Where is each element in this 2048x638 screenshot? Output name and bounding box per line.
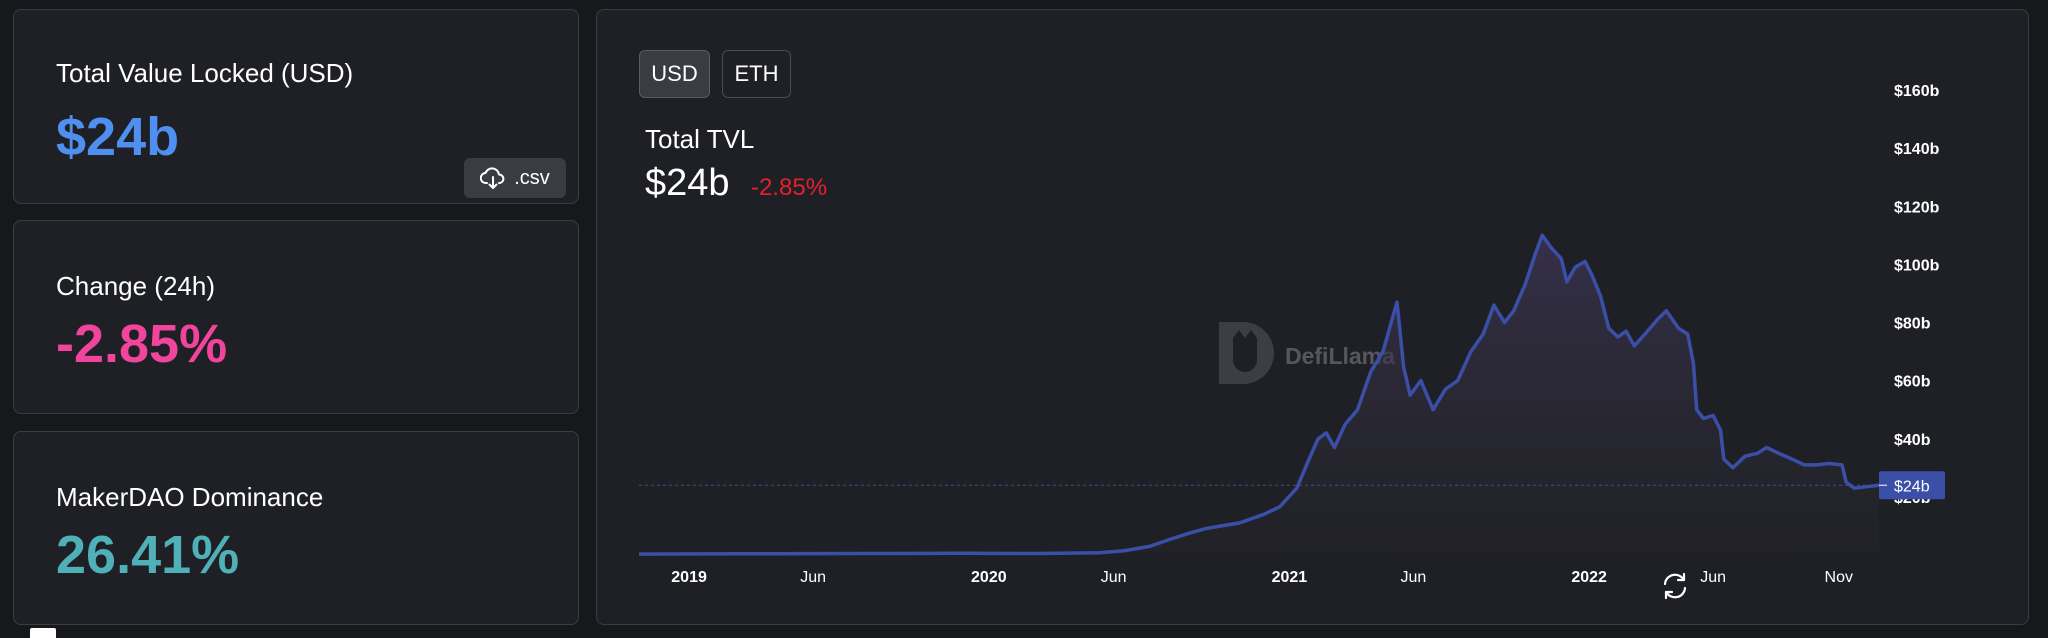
y-tick-label: $140b (1894, 141, 1940, 158)
current-value-badge (1879, 471, 1945, 500)
x-tick-label: Jun (800, 569, 826, 586)
y-tick-label: $160b (1894, 83, 1940, 100)
dominance-label: MakerDAO Dominance (56, 482, 324, 512)
change-label: Change (24h) (56, 271, 215, 301)
y-tick-label: $80b (1894, 316, 1931, 333)
x-tick-label: Jun (1700, 569, 1726, 586)
scrollbar-thumb[interactable] (30, 628, 56, 638)
refresh-icon (1663, 572, 1687, 600)
tvl-line (638, 233, 1880, 556)
dominance-value: 26.41% (56, 525, 240, 585)
current-value-badge-label: $24b (1894, 478, 1930, 495)
csv-label: .csv (514, 166, 550, 189)
tvl-card: Total Value Locked (USD) $24b .csv (13, 9, 579, 204)
tvl-area (639, 235, 1879, 555)
cloud-download-icon (480, 167, 505, 189)
x-tick-label: Jun (1101, 569, 1127, 586)
x-tick-label: 2020 (971, 569, 1007, 586)
chart-card: USD ETH Total TVL $24b -2.85% DefiLlama $… (596, 9, 2029, 625)
refresh-chart-button[interactable] (1659, 570, 1691, 602)
tvl-chart[interactable]: DefiLlama$20b$40b$60b$80b$100b$120b$140b… (597, 10, 2028, 624)
x-tick-label: 2019 (671, 569, 707, 586)
change-value: -2.85% (56, 314, 228, 374)
chart-change-value: -2.85% (751, 174, 828, 201)
x-tick-label: Jun (1400, 569, 1426, 586)
chart-current-value: $24b (645, 162, 730, 204)
y-tick-label: $40b (1894, 432, 1931, 449)
x-tick-label: 2022 (1571, 569, 1607, 586)
tvl-value: $24b (56, 107, 180, 167)
tvl-label: Total Value Locked (USD) (56, 58, 354, 88)
download-csv-button[interactable]: .csv (464, 158, 566, 198)
y-tick-label: $60b (1894, 374, 1931, 391)
usd-toggle-button[interactable]: USD (639, 50, 710, 98)
y-tick-label: $100b (1894, 257, 1940, 274)
chart-title: Total TVL (645, 124, 755, 154)
y-tick-label: $120b (1894, 199, 1940, 216)
dominance-card: MakerDAO Dominance 26.41% (13, 431, 579, 625)
eth-toggle-button[interactable]: ETH (722, 50, 791, 98)
x-tick-label: 2021 (1272, 569, 1308, 586)
change-card: Change (24h) -2.85% (13, 220, 579, 414)
llama-logo-icon (1219, 322, 1274, 384)
x-tick-label: Nov (1825, 569, 1853, 586)
